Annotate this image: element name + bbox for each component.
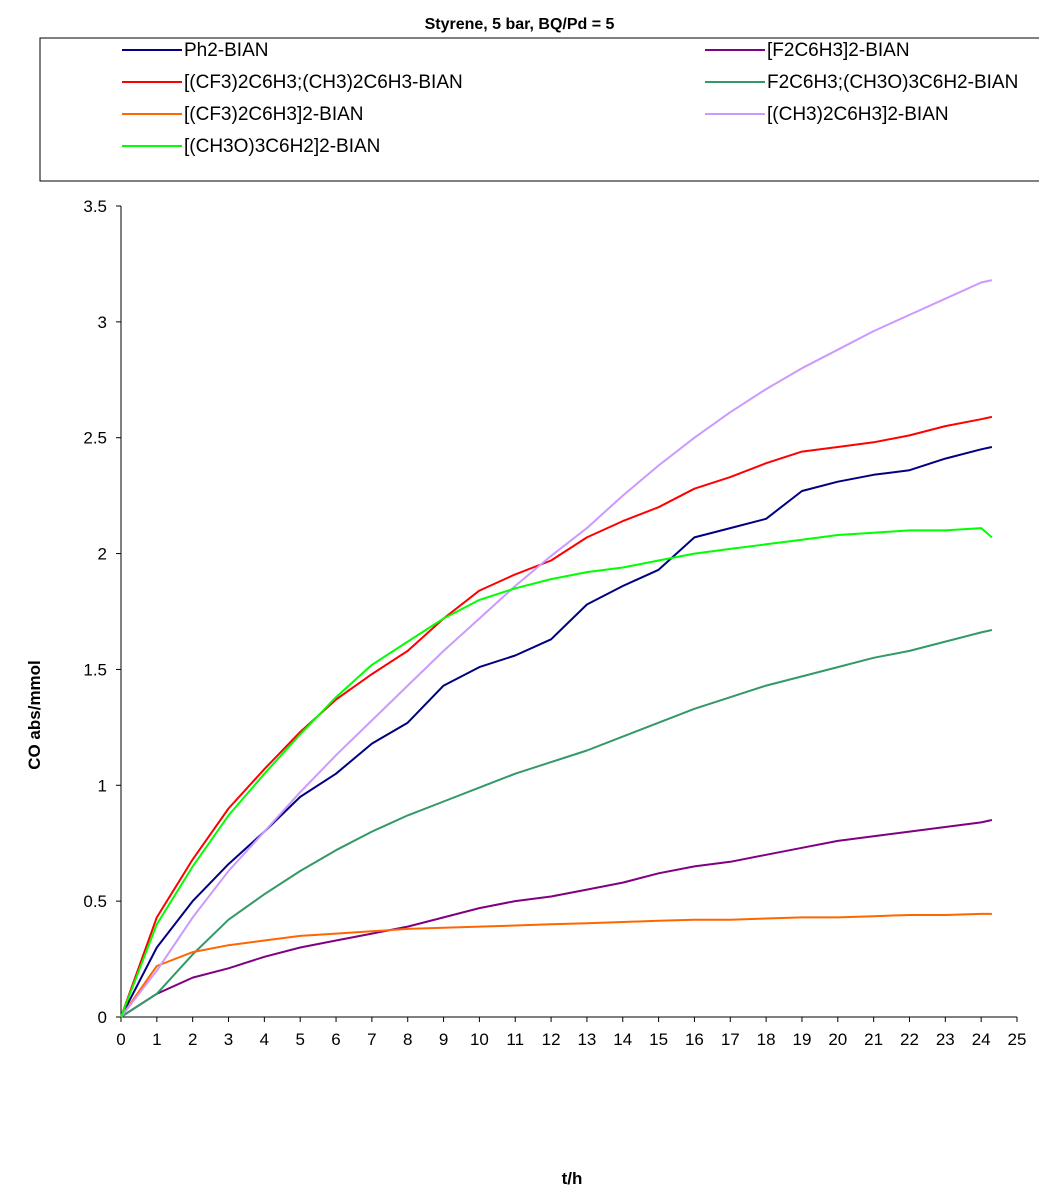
x-tick-label: 23 [936, 1030, 955, 1049]
x-tick-label: 25 [1008, 1030, 1027, 1049]
y-tick-label: 3.5 [83, 197, 107, 216]
legend: Ph2-BIAN [F2C6H3]2-BIAN [(CF3)2C6H3;(CH3)2… [122, 40, 1018, 157]
x-tick-label: 5 [295, 1030, 304, 1049]
x-tick-label: 7 [367, 1030, 376, 1049]
x-tick-label: 20 [828, 1030, 847, 1049]
legend-label: [F2C6H3]2-BIAN [767, 40, 910, 61]
x-tick-label: 13 [577, 1030, 596, 1049]
x-tick-label: 17 [721, 1030, 740, 1049]
x-tick-label: 14 [613, 1030, 632, 1049]
x-tick-label: 19 [792, 1030, 811, 1049]
series-line-2 [120, 819, 993, 1018]
x-tick-label: 11 [506, 1030, 524, 1049]
legend-box [39, 37, 1039, 182]
x-tick-label: 4 [260, 1030, 269, 1049]
x-tick-label: 6 [331, 1030, 340, 1049]
x-tick-label: 3 [224, 1030, 233, 1049]
x-tick-label: 8 [403, 1030, 412, 1049]
series-layer [120, 279, 993, 1018]
x-tick-label: 2 [188, 1030, 197, 1049]
legend-label: [(CF3)2C6H3]2-BIAN [184, 104, 364, 125]
y-tick-label: 2 [98, 545, 107, 564]
legend-label: Ph2-BIAN [184, 40, 268, 61]
x-tick-label: 22 [900, 1030, 919, 1049]
series-line-4 [120, 629, 993, 1018]
x-tick-label: 9 [439, 1030, 448, 1049]
chart-title: Styrene, 5 bar, BQ/Pd = 5 [424, 16, 615, 33]
x-tick-label: 24 [972, 1030, 991, 1049]
x-tick-label: 10 [470, 1030, 489, 1049]
y-tick-label: 2.5 [83, 429, 107, 448]
legend-label: [(CF3)2C6H3;(CH3)2C6H3-BIAN [184, 72, 463, 93]
axes: 00.511.522.533.50 1 2 3 4 5 6 7 8 9 10 11 12 13 14 15 16… [83, 197, 1026, 1049]
x-tick-label: 16 [685, 1030, 704, 1049]
y-tick-label: 1.5 [83, 660, 107, 679]
series-line-5 [120, 912, 992, 1018]
x-tick-label: 18 [757, 1030, 776, 1049]
series-line-7 [120, 527, 993, 1018]
y-tick-label: 3 [98, 313, 107, 332]
x-tick-label: 1 [152, 1030, 161, 1049]
y-axis-label: CO abs/mmol [25, 660, 44, 770]
series-line-3 [120, 415, 993, 1018]
x-axis-label: t/h [562, 1169, 583, 1188]
legend-label: F2C6H3;(CH3O)3C6H2-BIAN [767, 72, 1018, 93]
y-tick-label: 0.5 [83, 892, 107, 911]
x-tick-label: 15 [649, 1030, 668, 1049]
legend-label: [(CH3O)3C6H2]2-BIAN [184, 136, 380, 157]
y-tick-label: 0 [98, 1008, 107, 1027]
y-tick-label: 1 [98, 776, 107, 795]
x-tick-label: 21 [864, 1030, 883, 1049]
series-line-6 [120, 279, 993, 1018]
legend-label: [(CH3)2C6H3]2-BIAN [767, 104, 949, 125]
x-tick-label: 12 [542, 1030, 561, 1049]
x-tick-label: 0 [116, 1030, 125, 1049]
